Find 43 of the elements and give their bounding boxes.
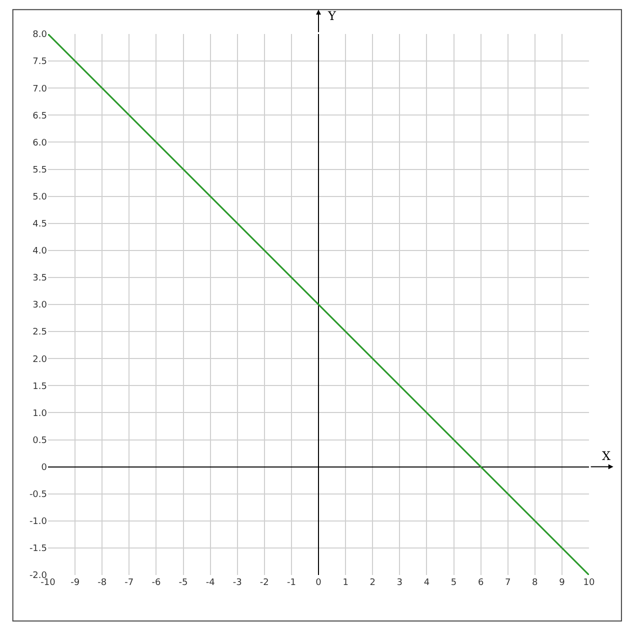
y-tick-label: 6.0	[32, 138, 48, 148]
y-tick-label: 2.0	[32, 354, 48, 365]
x-tick-label: -6	[152, 578, 161, 588]
y-tick-label: 3.5	[32, 274, 47, 284]
y-tick-label: 7.0	[32, 84, 48, 94]
x-tick-label: 3	[396, 578, 403, 588]
x-tick-label: -8	[98, 578, 107, 588]
x-tick-label: -3	[232, 578, 242, 588]
y-tick-label: 1.0	[32, 408, 48, 419]
y-tick-label: 4.5	[32, 220, 47, 230]
x-tick-label: 10	[583, 578, 595, 588]
y-tick-label: 7.5	[32, 57, 47, 68]
y-tick-label: 5.0	[32, 192, 48, 202]
y-tick-label: 3.0	[32, 300, 48, 311]
x-tick-label: 2	[370, 578, 376, 588]
x-axis-title: X	[602, 449, 611, 463]
x-tick-label: -9	[70, 578, 80, 588]
y-tick-label: 0	[41, 462, 48, 473]
x-tick-label: -10	[40, 578, 56, 588]
x-tick-label: -1	[286, 578, 296, 588]
y-tick-label: 8.0	[32, 30, 48, 40]
y-tick-label: 5.5	[32, 165, 47, 176]
y-tick-label: 6.5	[32, 111, 47, 122]
y-tick-label: 4.0	[32, 246, 48, 257]
x-tick-label: 0	[316, 578, 322, 588]
y-tick-label: -1.5	[29, 544, 47, 554]
x-tick-label: -7	[124, 578, 134, 588]
x-tick-label: -4	[206, 578, 216, 588]
x-tick-label: 1	[342, 578, 348, 588]
x-tick-label: -5	[178, 578, 188, 588]
y-tick-label: -1.0	[29, 517, 48, 528]
y-tick-label: 2.5	[32, 328, 47, 338]
x-tick-label: 9	[559, 578, 566, 588]
x-tick-label: 7	[504, 578, 511, 588]
x-tick-label: 5	[450, 578, 457, 588]
x-tick-label: -2	[260, 578, 269, 588]
y-tick-label: 0.5	[32, 436, 47, 446]
x-tick-label: 4	[424, 578, 430, 588]
x-tick-label: 8	[532, 578, 538, 588]
y-axis-title: Y	[327, 9, 337, 23]
y-tick-label: -0.5	[29, 490, 47, 500]
y-tick-label: 1.5	[32, 382, 47, 392]
x-tick-label: 6	[478, 578, 484, 588]
